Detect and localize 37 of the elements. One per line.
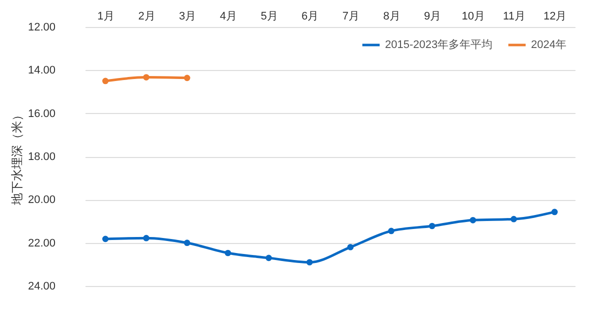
y-tick-label: 20.00 [28,194,56,206]
point [470,217,476,224]
x-tick-label: 5月 [260,10,278,22]
x-tick-label: 8月 [383,10,400,22]
x-tick-label: 4月 [220,10,237,22]
x-tick-label: 10月 [462,10,486,22]
legend-label: 2015-2023年多年平均 [385,39,493,51]
y-tick-label: 16.00 [28,108,56,120]
y-tick-label: 18.00 [28,151,56,163]
point [143,74,150,80]
point [551,208,558,216]
y-tick-label: 12.00 [28,22,56,34]
x-tick-label: 12月 [543,10,567,22]
point [388,228,394,234]
x-tick-label: 7月 [342,10,360,22]
y-tick-label: 24.00 [28,280,56,292]
point [184,240,190,246]
x-tick-label: 11月 [503,10,526,22]
point [306,259,313,266]
point [224,250,232,256]
point [347,244,354,250]
point [184,74,190,82]
legend-label: 2024年 [531,39,566,51]
y-axis-title: 地下水埋深（米） [10,109,24,206]
point [102,236,109,242]
y-tick-label: 22.00 [28,237,56,250]
x-tick-label: 6月 [302,10,319,22]
x-tick-label: 9月 [424,10,442,22]
x-tick-label: 1月 [97,10,114,22]
x-tick-label: 2月 [138,10,156,22]
x-tick-label: 3月 [179,10,196,22]
point [428,222,436,230]
y-tick-label: 14.00 [28,64,56,77]
point [143,234,150,242]
point [266,254,272,262]
point [510,216,517,222]
point [102,78,109,84]
